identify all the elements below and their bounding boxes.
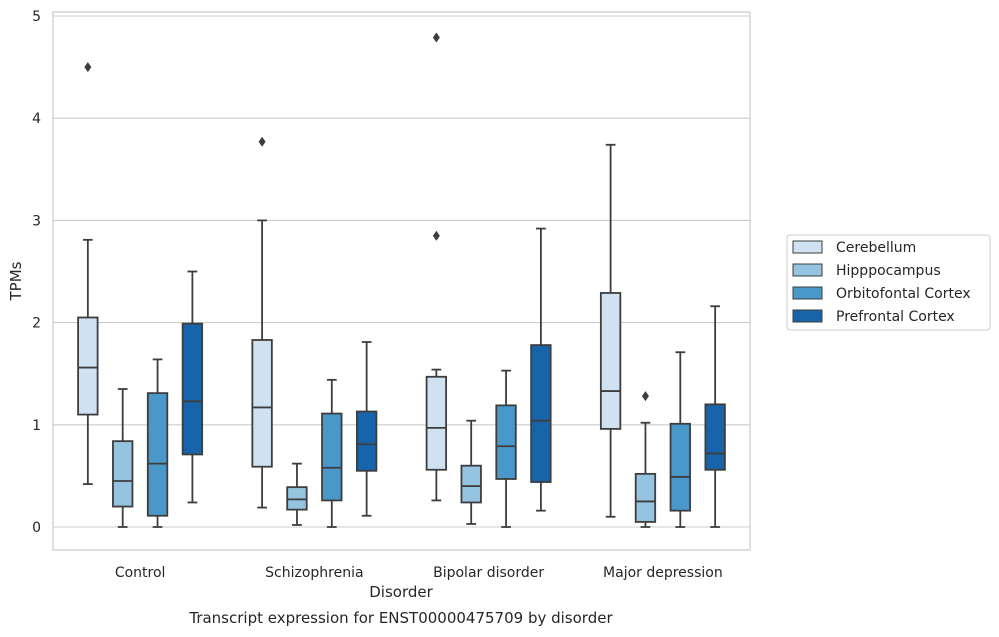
- box-plot: [460, 419, 482, 525]
- box-plot: [634, 391, 657, 528]
- box-plot: [321, 378, 343, 528]
- box-plot: [286, 462, 308, 526]
- outlier-point: [84, 62, 92, 73]
- box-plot: [251, 136, 273, 509]
- outlier-point: [641, 391, 649, 402]
- box-iqr: [530, 344, 552, 483]
- box-plot: [77, 62, 99, 485]
- x-tick-label: Schizophrenia: [265, 565, 363, 581]
- box-plot: [495, 369, 517, 528]
- box-iqr: [355, 410, 378, 472]
- y-tick-label: 3: [32, 213, 41, 229]
- legend-label: Hipppocampus: [836, 263, 941, 279]
- box-iqr: [634, 472, 657, 523]
- legend-label: Orbitofontal Cortex: [836, 286, 971, 302]
- box-iqr: [495, 404, 517, 480]
- box-iqr: [704, 403, 726, 471]
- box-iqr: [669, 422, 691, 512]
- box-plot: [530, 227, 552, 512]
- box-plot: [355, 341, 378, 517]
- box-plot: [112, 388, 134, 528]
- box-iqr: [77, 316, 99, 416]
- box-iqr: [460, 464, 482, 504]
- box-iqr: [425, 375, 448, 471]
- legend-swatch: [792, 263, 823, 277]
- plot-area-frame: [52, 11, 751, 551]
- y-tick-label: 0: [32, 520, 41, 536]
- chart-title: Transcript expression for ENST0000047570…: [188, 609, 613, 627]
- box-iqr: [146, 392, 169, 517]
- y-tick-label: 1: [32, 418, 41, 434]
- outlier-point: [258, 136, 266, 147]
- box-plot: [599, 143, 622, 518]
- legend-swatch: [792, 240, 823, 254]
- legend-swatch: [792, 309, 823, 323]
- box-plot: [704, 305, 726, 528]
- outlier-point: [432, 230, 440, 241]
- outlier-point: [432, 32, 440, 43]
- y-tick-label: 2: [32, 316, 41, 332]
- x-axis-label: Disorder: [369, 583, 433, 601]
- legend-label: Cerebellum: [836, 240, 916, 256]
- x-tick-label: Control: [115, 565, 166, 581]
- box-iqr: [321, 412, 343, 502]
- box-plot: [425, 32, 448, 502]
- box-plot: [669, 351, 691, 528]
- box-plot: [181, 270, 204, 504]
- box-plots: [77, 32, 726, 528]
- box-iqr: [251, 339, 273, 468]
- y-tick-label: 4: [32, 111, 41, 127]
- y-tick-label: 5: [32, 9, 41, 25]
- x-axis-ticks: Control Schizophrenia Bipolar disorder Majo…: [115, 565, 723, 581]
- box-iqr: [599, 292, 622, 430]
- legend-swatch: [792, 286, 823, 300]
- box-iqr: [286, 486, 308, 511]
- grid-lines: [53, 15, 750, 528]
- legend: Cerebellum Hipppocampus Orbitofontal Corte…: [786, 234, 991, 331]
- box-iqr: [181, 322, 204, 456]
- x-tick-label: Bipolar disorder: [433, 565, 544, 581]
- legend-frame: [786, 234, 991, 331]
- box-iqr: [112, 440, 134, 508]
- box-plot: [146, 358, 169, 528]
- x-tick-label: Major depression: [603, 565, 723, 581]
- y-axis-label: TPMs: [7, 261, 25, 301]
- y-axis-ticks: 0 1 2 3 4 5: [32, 9, 41, 536]
- legend-label: Prefrontal Cortex: [836, 309, 955, 325]
